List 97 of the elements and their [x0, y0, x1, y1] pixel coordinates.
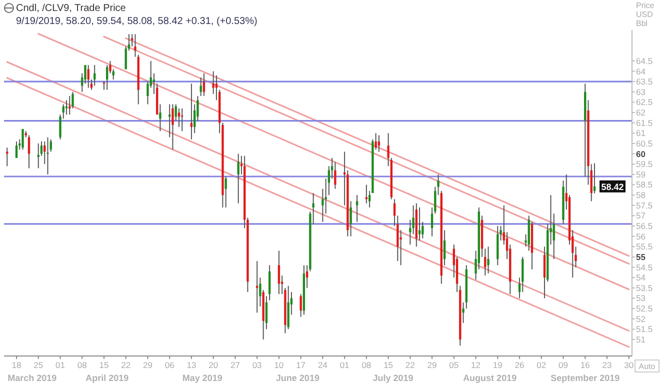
- candlestick: [46, 136, 49, 175]
- y-tick-label: 53: [636, 293, 646, 304]
- x-tick-label: 01: [340, 360, 350, 370]
- y-tick-label: 57: [636, 210, 646, 221]
- x-tick-label: 15: [384, 360, 394, 370]
- x-tick-label: 22: [121, 360, 131, 370]
- candlestick: [224, 176, 227, 208]
- x-tick-label: 25: [34, 360, 44, 370]
- candlestick: [15, 140, 18, 158]
- x-tick-label: 18: [12, 360, 22, 370]
- candlestick: [200, 76, 202, 97]
- y-tick-label: 54: [636, 272, 646, 283]
- candlestick: [484, 248, 486, 276]
- candlestick: [334, 162, 336, 190]
- x-tick-label: 08: [362, 360, 372, 370]
- candlestick: [22, 128, 24, 150]
- y-tick-label: 63: [636, 86, 646, 97]
- x-tick-label: 29: [142, 360, 153, 370]
- y-tick-label: 64.5: [636, 56, 653, 66]
- y-tick-label: 55: [636, 252, 646, 262]
- x-tick-label: 13: [186, 360, 196, 370]
- candlestick: [106, 64, 108, 90]
- x-tick-label: 30: [624, 360, 634, 370]
- y-tick-label: 54.5: [636, 262, 653, 272]
- y-tick-label: 52: [636, 314, 646, 324]
- y-tick-label: 62: [636, 108, 646, 118]
- text: March 2019: [8, 373, 57, 383]
- y-tick-label: 60: [636, 148, 646, 159]
- y-tick-label: 51: [636, 334, 646, 344]
- candlestick: [543, 246, 546, 299]
- y-tick-label: 52.5: [636, 304, 653, 314]
- candlestick: [87, 64, 90, 88]
- candlestick: [28, 134, 30, 169]
- x-tick-label: 27: [230, 360, 240, 370]
- candlestick: [443, 230, 446, 266]
- x-tick-label: 23: [602, 360, 612, 370]
- x-tick-label: 22: [405, 360, 416, 370]
- candlestick: [268, 264, 271, 301]
- y-tick-label: 59.5: [636, 159, 653, 170]
- annotation: 58.42: [601, 182, 624, 192]
- x-tick-label: 20: [208, 360, 218, 370]
- x-tick-label: 24: [318, 360, 328, 370]
- x-tick-label: 08: [77, 360, 88, 370]
- y-tick-label: 59: [636, 169, 646, 180]
- y-tick-label: 58.5: [636, 180, 653, 190]
- candlestick: [593, 162, 596, 194]
- candlestick: [487, 246, 490, 274]
- y-tick-label: 61.5: [636, 118, 653, 128]
- x-tick-label: 09: [558, 360, 568, 370]
- candlestick: [6, 147, 8, 167]
- text: May 2019: [182, 373, 222, 383]
- candlestick: [374, 132, 377, 150]
- text: August 2019: [463, 373, 517, 383]
- y-tick-label: 51.5: [636, 324, 653, 334]
- text: July 2019: [372, 373, 414, 383]
- y-tick-label: 62.5: [636, 97, 653, 108]
- x-tick-label: 02: [536, 360, 546, 370]
- y-tick-label: 55.5: [636, 242, 653, 252]
- y-tick-label: 56.5: [636, 221, 653, 232]
- text: Auto: [638, 362, 656, 371]
- candlestick: [462, 302, 464, 324]
- x-tick-label: 05: [449, 360, 459, 370]
- candlestick: [172, 104, 174, 150]
- y-tick-label: 53.5: [636, 282, 653, 293]
- candlestick: [237, 153, 240, 204]
- x-tick-label: 06: [164, 360, 175, 370]
- y-tick-label: 61: [636, 128, 646, 138]
- candlestick: [134, 34, 136, 58]
- x-tick-label: 15: [99, 360, 109, 370]
- x-tick-label: 29: [427, 360, 438, 370]
- candlestick: [212, 70, 214, 94]
- candlestick: [350, 200, 352, 237]
- y-tick-label: 58: [636, 190, 646, 200]
- text: June 2019: [276, 373, 320, 383]
- candlestick: [278, 250, 280, 295]
- y-tick-label: 63.5: [636, 76, 653, 87]
- candlestick: [159, 104, 162, 132]
- x-tick-label: 03: [252, 360, 262, 370]
- x-tick-label: 26: [514, 360, 525, 370]
- candlestick: [300, 294, 302, 318]
- y-axis-title: Price USD Bbl: [636, 1, 655, 28]
- chart-title: Cndl, /CLV9, Trade Price: [16, 3, 126, 14]
- x-tick-label: 19: [492, 360, 503, 370]
- x-tick-label: 12: [471, 360, 481, 370]
- chart-subtitle: 9/19/2019, 58.20, 59.54, 58.08, 58.42 +0.31, (+0.53%): [16, 16, 258, 27]
- x-tick-label: 16: [580, 360, 590, 370]
- text: September 2019: [550, 373, 620, 383]
- candlestick: [202, 72, 206, 97]
- x-tick-label: 10: [274, 360, 284, 370]
- x-tick-label: 17: [296, 360, 306, 370]
- y-tick-label: 57.5: [636, 200, 653, 210]
- y-tick-label: 64: [636, 66, 646, 76]
- candlestick: [418, 206, 421, 241]
- text: April 2019: [86, 373, 129, 383]
- y-tick-label: 60.5: [636, 138, 653, 148]
- x-tick-label: 01: [56, 360, 66, 370]
- y-tick-label: 56: [636, 231, 646, 242]
